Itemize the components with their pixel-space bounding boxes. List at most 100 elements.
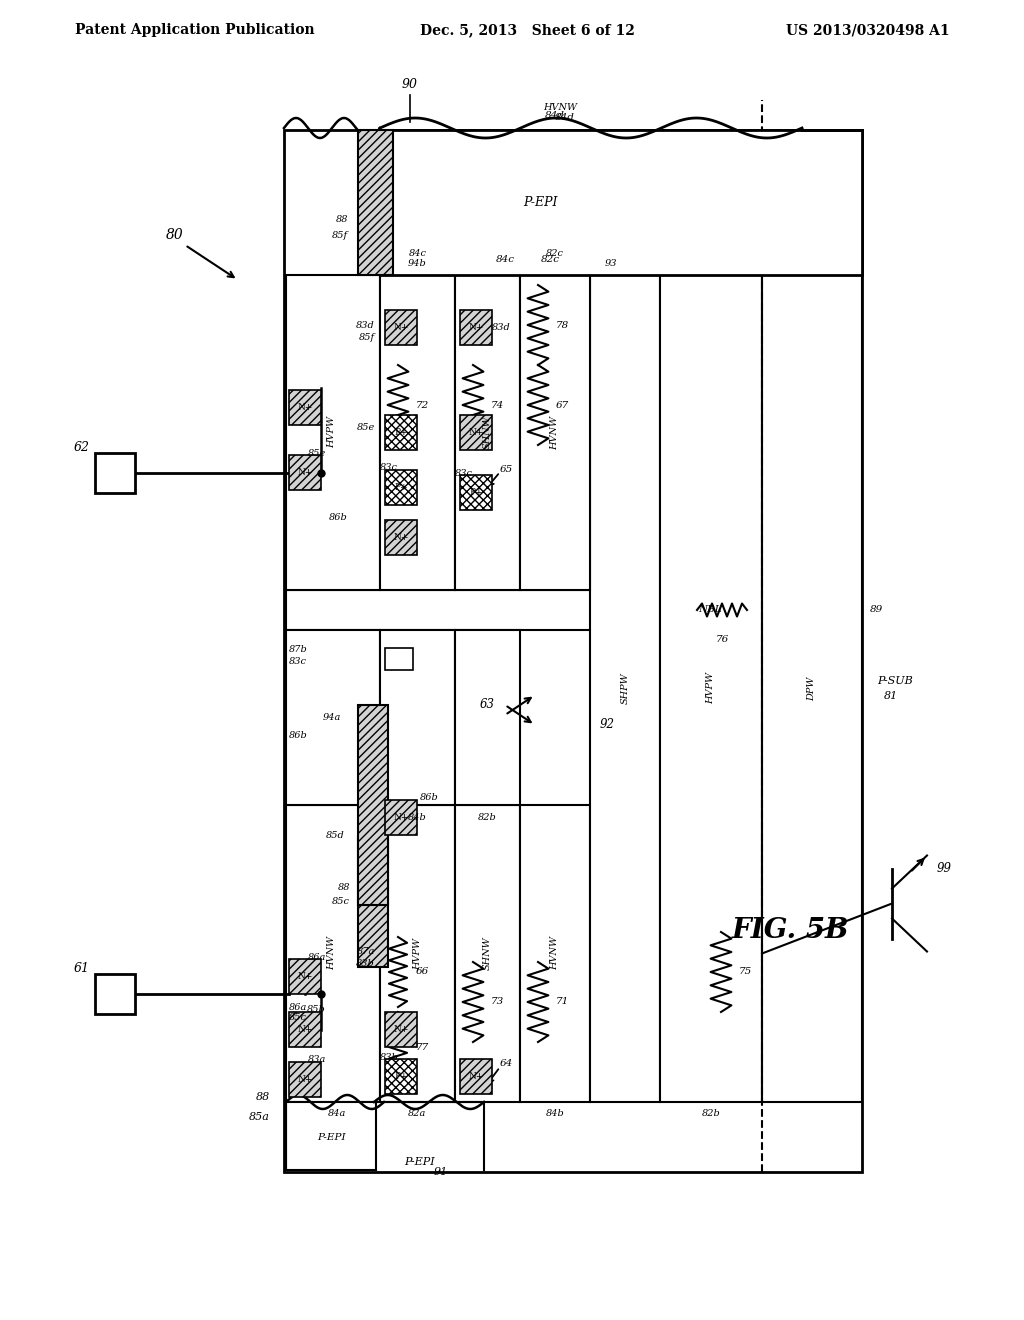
Bar	[380, 129, 862, 275]
Text: 92: 92	[600, 718, 615, 731]
Bar	[385, 310, 417, 345]
Text: 83c: 83c	[380, 463, 398, 473]
Text: 94a: 94a	[323, 713, 341, 722]
Text: 72: 72	[416, 400, 429, 409]
Bar	[385, 1059, 417, 1094]
Bar	[289, 455, 321, 490]
Text: 83d: 83d	[356, 321, 375, 330]
Text: 85e: 85e	[356, 424, 375, 433]
Text: 82a: 82a	[409, 1110, 427, 1118]
Text: 74: 74	[490, 400, 504, 409]
Text: 76: 76	[716, 635, 729, 644]
Bar	[289, 389, 321, 425]
Text: 78: 78	[556, 321, 569, 330]
Text: P+: P+	[394, 483, 408, 492]
Text: 88: 88	[256, 1092, 270, 1102]
Text: 89: 89	[870, 606, 884, 615]
Text: 83c: 83c	[289, 657, 307, 667]
Text: SHNW: SHNW	[483, 937, 492, 970]
Text: 84c: 84c	[496, 256, 514, 264]
Bar	[286, 275, 380, 590]
Text: 85b: 85b	[307, 1006, 326, 1015]
Bar	[286, 805, 380, 1102]
Text: 99: 99	[937, 862, 952, 875]
Text: Patent Application Publication: Patent Application Publication	[75, 22, 314, 37]
Bar	[385, 800, 417, 836]
Bar	[460, 1059, 492, 1094]
Text: 85c: 85c	[289, 1012, 307, 1022]
Text: N+: N+	[468, 323, 483, 333]
Text: HVNW: HVNW	[543, 103, 577, 112]
Text: 85f: 85f	[332, 231, 348, 239]
Bar	[455, 805, 520, 1102]
Bar	[385, 648, 413, 671]
Bar	[286, 1102, 376, 1170]
Text: 93: 93	[605, 259, 617, 268]
Text: HVPW: HVPW	[413, 937, 422, 969]
Text: N+: N+	[297, 972, 312, 981]
Text: N+: N+	[393, 813, 409, 822]
Text: 90: 90	[402, 78, 418, 91]
Text: 83b: 83b	[380, 1052, 398, 1061]
Text: Dec. 5, 2013   Sheet 6 of 12: Dec. 5, 2013 Sheet 6 of 12	[420, 22, 635, 37]
Text: 83c: 83c	[455, 469, 473, 478]
Text: 86a: 86a	[289, 1002, 307, 1011]
Text: SHPW: SHPW	[621, 673, 630, 705]
Text: DPW: DPW	[808, 676, 816, 701]
Text: 85a: 85a	[249, 1111, 270, 1122]
Bar	[289, 960, 321, 994]
Bar	[455, 275, 520, 590]
Bar	[286, 590, 762, 630]
Text: 77: 77	[416, 1043, 429, 1052]
Text: 67: 67	[556, 400, 569, 409]
Bar	[460, 310, 492, 345]
Text: 88: 88	[338, 883, 350, 891]
Text: 85c: 85c	[332, 898, 350, 907]
Text: 84d: 84d	[555, 114, 574, 123]
Bar	[380, 805, 455, 1102]
Bar	[380, 275, 455, 590]
Text: 84c: 84c	[409, 248, 427, 257]
Text: 82b: 82b	[701, 1110, 720, 1118]
Text: 85f: 85f	[358, 333, 375, 342]
Text: 83a: 83a	[307, 1056, 326, 1064]
Text: 86a: 86a	[307, 953, 326, 961]
Text: N+: N+	[297, 1074, 312, 1084]
Bar	[660, 275, 762, 1102]
Text: NBL: NBL	[698, 606, 722, 615]
Bar	[358, 705, 388, 906]
Text: P+: P+	[469, 488, 482, 498]
Bar	[95, 453, 135, 492]
Bar	[358, 129, 393, 275]
Text: 73: 73	[490, 998, 504, 1006]
Text: 84b: 84b	[409, 813, 427, 821]
Text: N+: N+	[468, 428, 483, 437]
Text: N+: N+	[393, 1026, 409, 1034]
Text: N+: N+	[393, 533, 409, 543]
Text: 75: 75	[739, 968, 753, 977]
Bar	[762, 275, 862, 1102]
Bar	[455, 630, 520, 805]
Text: 94b: 94b	[409, 259, 427, 268]
Text: N+: N+	[297, 1026, 312, 1034]
Text: US 2013/0320498 A1: US 2013/0320498 A1	[786, 22, 950, 37]
Text: N+: N+	[468, 1072, 483, 1081]
Bar	[385, 520, 417, 554]
Text: 65: 65	[500, 466, 513, 474]
Bar	[284, 129, 862, 1172]
Text: HVPW: HVPW	[707, 672, 716, 705]
Text: SHNW: SHNW	[483, 416, 492, 449]
Bar	[380, 630, 455, 805]
Text: HVNW: HVNW	[551, 416, 559, 450]
Text: FIG. 5B: FIG. 5B	[731, 916, 849, 944]
Text: 71: 71	[556, 998, 569, 1006]
Text: 66: 66	[416, 968, 429, 977]
Text: 88: 88	[336, 215, 348, 224]
Text: 82c: 82c	[546, 248, 564, 257]
Text: 63: 63	[480, 698, 495, 711]
Text: P-SUB: P-SUB	[877, 676, 912, 686]
Bar	[95, 974, 135, 1014]
Text: 86b: 86b	[289, 730, 308, 739]
Text: HVNW: HVNW	[328, 936, 337, 970]
Text: 87b: 87b	[289, 645, 308, 655]
